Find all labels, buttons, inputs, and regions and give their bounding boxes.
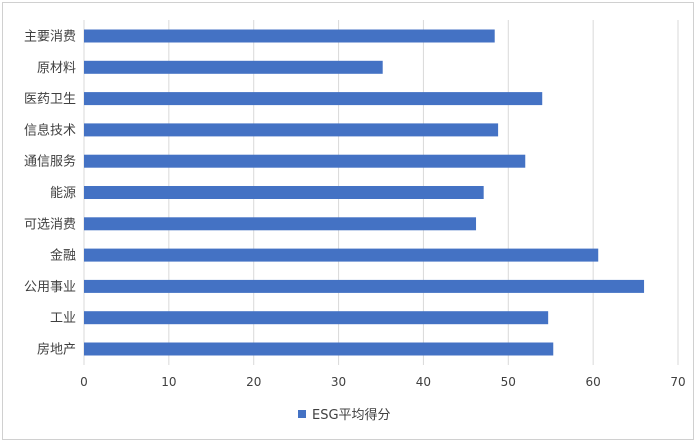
bar (84, 311, 549, 325)
bar (84, 92, 543, 106)
x-tick-labels: 0 10 20 30 40 50 60 70 (80, 375, 685, 389)
category-label: 通信服务 (24, 154, 76, 170)
bars (84, 29, 645, 356)
category-label: 金融 (50, 248, 76, 264)
category-label: 公用事业 (24, 280, 76, 295)
category-label: 可选消费 (24, 217, 76, 232)
bar (84, 217, 477, 231)
x-tick-label: 70 (670, 375, 685, 389)
legend: ESG平均得分 (298, 407, 391, 423)
legend-swatch (298, 410, 306, 418)
x-tick-label: 60 (586, 375, 601, 389)
category-label: 房地产 (37, 342, 76, 358)
x-tick-label: 30 (331, 375, 346, 389)
category-label: 医药卫生 (24, 92, 76, 107)
x-tick-label: 40 (416, 375, 431, 389)
bar (84, 60, 383, 74)
bar (84, 123, 499, 137)
x-tick-label: 20 (246, 375, 261, 389)
legend-label: ESG平均得分 (312, 407, 391, 423)
x-tick-label: 50 (501, 375, 516, 389)
bar (84, 186, 484, 199)
bar (84, 279, 645, 293)
category-label: 原材料 (37, 61, 76, 76)
category-label: 信息技术 (24, 122, 76, 138)
x-tick-label: 10 (161, 375, 176, 389)
category-label: 工业 (50, 311, 76, 326)
bar (84, 154, 526, 168)
category-label: 主要消费 (24, 30, 76, 45)
bar (84, 29, 495, 43)
x-tick-label: 0 (80, 375, 88, 389)
category-label: 能源 (50, 186, 76, 201)
bar (84, 342, 554, 356)
bar (84, 248, 599, 262)
